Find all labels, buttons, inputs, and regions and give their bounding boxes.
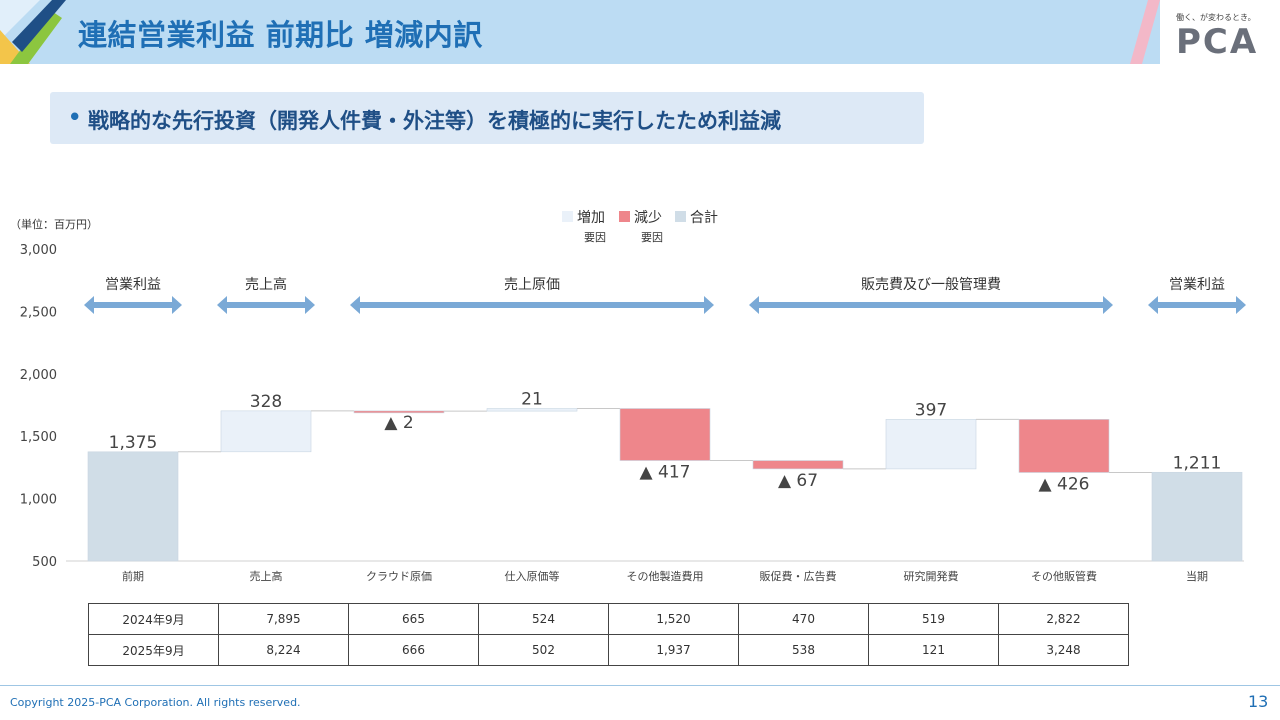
copyright: Copyright 2025-PCA Corporation. All righ… [10,696,301,709]
header: 連結営業利益 前期比 増減内訳 働く、が変わるとき。 PCA [0,0,1280,64]
unit-label: （単位：百万円） [10,218,98,231]
data-label: ▲ 417 [640,463,691,483]
arrow-right-icon [172,296,182,314]
data-label: 328 [250,392,282,412]
arrow-left-icon [350,296,360,314]
category-label: 売上高 [250,569,283,583]
y-tick-label: 2,000 [20,368,57,383]
table-row: 2024年9月 7,895 665 524 1,520 470 519 2,822 [88,603,1129,635]
y-tick-label: 1,000 [20,493,57,508]
category-label: その他製造費用 [627,569,704,583]
data-table: 2024年9月 7,895 665 524 1,520 470 519 2,822 2025年9… [88,603,1129,666]
category-label: 仕入原価等 [505,569,560,583]
footer-divider [0,685,1280,686]
group-label: 売上高 [245,276,287,293]
y-tick-label: 500 [32,555,57,570]
legend-label: 減少 [634,209,662,226]
waterfall-bar [486,408,578,412]
bullet-icon: • [68,105,82,129]
data-label: ▲ 2 [384,413,413,433]
legend-swatch [675,211,686,222]
arrow-right-icon [1236,296,1246,314]
group-arrow-shaft [225,302,307,308]
data-label: 1,375 [109,433,158,453]
table-cell: 524 [478,603,609,635]
logo-tagline: 働く、が変わるとき。 [1176,13,1256,22]
arrow-left-icon [749,296,759,314]
group-arrow-shaft [1156,302,1238,308]
waterfall-bar [752,460,844,470]
group-arrow-shaft [92,302,174,308]
page-title: 連結営業利益 前期比 増減内訳 [78,18,483,52]
table-cell: 8,224 [218,634,349,666]
arrow-right-icon [1103,296,1113,314]
group-label: 売上原価 [504,277,560,293]
data-label: ▲ 67 [778,471,818,491]
header-stripe-decoration [1130,0,1160,64]
table-cell: 7,895 [218,603,349,635]
y-tick-label: 3,000 [20,243,57,258]
arrow-left-icon [217,296,227,314]
company-logo: PCA [1176,22,1259,62]
legend-label: 増加 [577,210,605,226]
table-row: 2025年9月 8,224 666 502 1,937 538 121 3,248 [88,634,1129,666]
category-label: 販促費・広告費 [760,569,837,583]
arrow-left-icon [1148,296,1158,314]
table-row-label: 2025年9月 [88,634,219,666]
waterfall-bar [619,408,711,461]
table-cell: 121 [868,634,999,666]
category-label: クラウド原価 [366,570,432,583]
table-cell: 538 [738,634,869,666]
group-arrow-shaft [358,302,706,308]
data-label: ▲ 426 [1039,475,1090,495]
table-cell: 470 [738,603,869,635]
legend-swatch [562,211,573,222]
arrow-left-icon [84,296,94,314]
group-label: 営業利益 [1169,277,1225,293]
table-cell: 1,937 [608,634,739,666]
table-cell: 2,822 [998,603,1129,635]
waterfall-bar [220,410,312,453]
header-band [0,0,1160,64]
summary-box: • 戦略的な先行投資（開発人件費・外注等）を積極的に実行したため利益減 [50,92,924,144]
legend-label: 合計 [690,210,718,226]
category-label: 前期 [122,569,144,583]
summary-label: 戦略的な先行投資（開発人件費・外注等）を積極的に実行したため利益減 [88,109,781,133]
group-label: 販売費及び一般管理費 [861,277,1001,293]
corner-decoration [0,0,66,64]
y-tick-label: 2,500 [20,305,57,320]
table-cell: 666 [348,634,479,666]
table-cell: 665 [348,603,479,635]
legend-swatch [619,211,630,222]
waterfall-bar [1018,419,1110,473]
table-cell: 502 [478,634,609,666]
table-cell: 1,520 [608,603,739,635]
y-tick-label: 1,500 [20,430,57,445]
data-label: 397 [915,400,947,420]
category-label: 研究開発費 [904,569,959,583]
waterfall-bar [353,410,445,414]
category-label: その他販管費 [1031,569,1097,583]
group-label: 営業利益 [105,277,161,293]
data-label: 21 [521,389,543,409]
waterfall-bar [87,451,179,562]
waterfall-bar [1151,471,1243,562]
table-row-label: 2024年9月 [88,603,219,635]
arrow-right-icon [305,296,315,314]
page-number: 13 [1248,692,1269,711]
category-label: 当期 [1186,569,1208,583]
summary-text: • 戦略的な先行投資（開発人件費・外注等）を積極的に実行したため利益減 [68,105,781,135]
legend-sublabel: 要因 [584,231,606,244]
data-label: 1,211 [1173,453,1222,473]
waterfall-bar [885,419,977,470]
arrow-right-icon [704,296,714,314]
table-cell: 3,248 [998,634,1129,666]
group-arrow-shaft [757,302,1105,308]
table-cell: 519 [868,603,999,635]
legend-sublabel: 要因 [641,231,663,244]
